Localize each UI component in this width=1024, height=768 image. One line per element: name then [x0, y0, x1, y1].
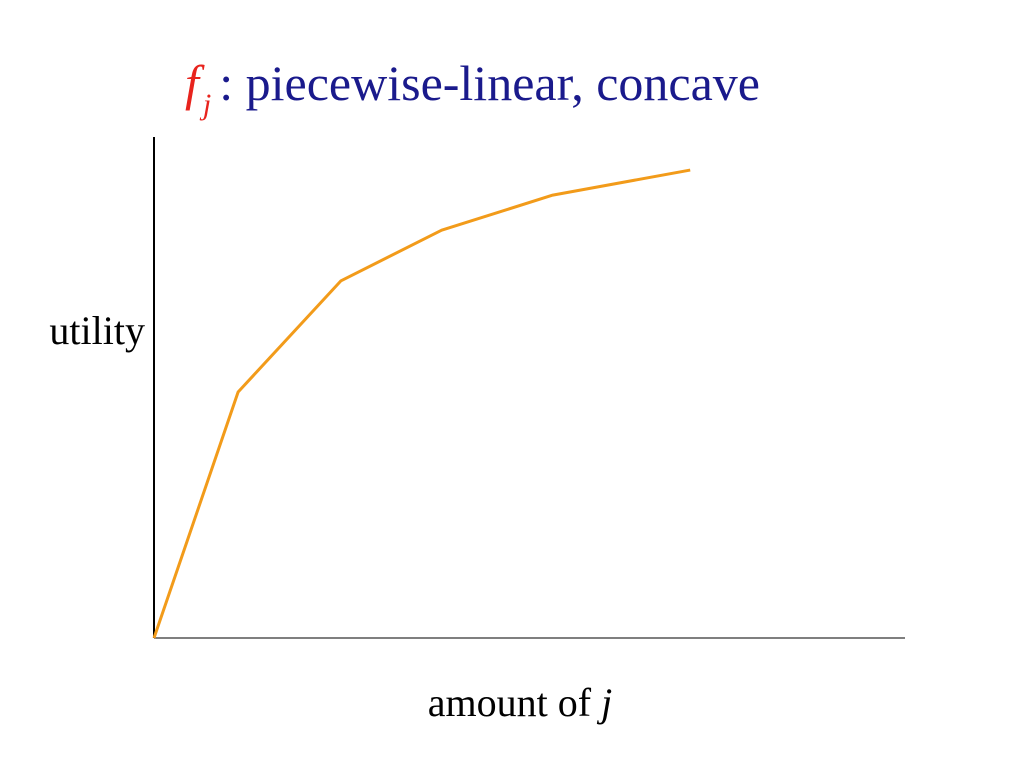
- data-line: [152, 168, 691, 639]
- title-text: : piecewise-linear, concave: [219, 55, 760, 111]
- x-axis-label: amount of j: [428, 680, 612, 725]
- y-axis-label: utility: [49, 308, 145, 353]
- x-axis-label-text: amount of: [428, 680, 592, 725]
- x-axis-label-symbol: j: [596, 680, 612, 725]
- title-subscript: j: [199, 88, 211, 121]
